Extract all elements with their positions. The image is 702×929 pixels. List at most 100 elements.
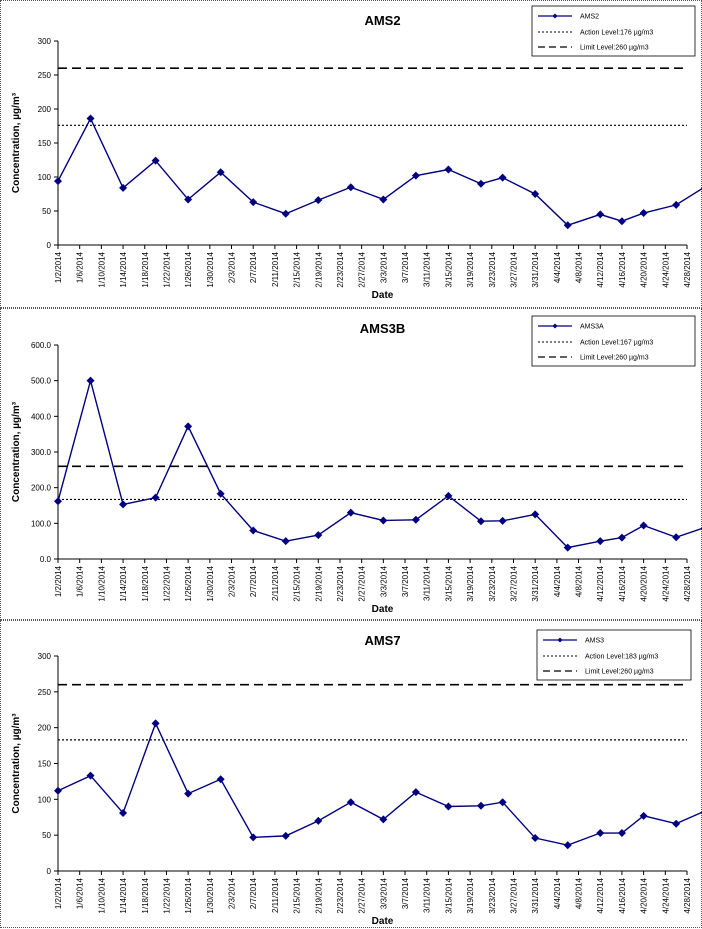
data-point: [498, 798, 507, 807]
x-tick-label: 2/19/2014: [314, 877, 323, 913]
x-tick-label: 4/12/2014: [596, 877, 605, 913]
x-tick-label: 2/23/2014: [336, 565, 345, 601]
data-point: [596, 210, 605, 219]
data-point: [151, 156, 160, 165]
y-tick-label: 150: [38, 760, 52, 769]
data-point: [444, 165, 453, 174]
x-tick-label: 2/27/2014: [358, 251, 367, 287]
x-tick-label: 3/19/2014: [466, 565, 475, 601]
legend: AMS3 Action Level:183 µg/m3 Limit Level:26…: [536, 629, 692, 681]
y-tick-label: 0.0: [40, 555, 52, 564]
x-tick-label: 3/27/2014: [509, 877, 518, 913]
x-tick-label: 4/20/2014: [640, 877, 649, 913]
x-tick-label: 4/8/2014: [575, 565, 584, 597]
x-tick-label: 1/26/2014: [184, 877, 193, 913]
y-tick-label: 400.0: [31, 412, 52, 421]
y-tick-label: 50: [42, 831, 51, 840]
data-point: [346, 798, 355, 807]
data-point: [281, 209, 290, 218]
x-tick-label: 4/24/2014: [661, 251, 670, 287]
x-tick-label: 2/11/2014: [271, 877, 280, 913]
chart-panel-ams7: AMS7 0 50 100 150 200 250 300 1/2/2014 1/6/2014 1/…: [0, 620, 702, 928]
legend-box: [531, 315, 696, 367]
data-point: [86, 114, 95, 123]
x-axis-label: Date: [372, 290, 394, 301]
x-tick-label: 3/23/2014: [488, 565, 497, 601]
x-tick-label: 1/18/2014: [141, 877, 150, 913]
y-tick-label: 200: [38, 724, 52, 733]
x-tick-label: 3/23/2014: [488, 251, 497, 287]
x-tick-label: 4/8/2014: [575, 251, 584, 283]
legend-series-marker: [552, 323, 558, 329]
x-tick-label: 1/10/2014: [97, 877, 106, 913]
x-tick-label: 3/11/2014: [423, 877, 432, 913]
data-point: [151, 719, 160, 728]
x-tick-label: 4/16/2014: [618, 565, 627, 601]
x-tick-label: 1/30/2014: [206, 251, 215, 287]
legend-series-marker: [552, 13, 558, 19]
legend-entry: Limit Level:260 µg/m3: [580, 355, 649, 362]
x-tick-label: 4/28/2014: [683, 251, 692, 287]
y-axis-label: Concentration, µg/m³: [11, 713, 22, 814]
data-point: [54, 177, 62, 186]
x-tick-label: 1/30/2014: [206, 565, 215, 601]
legend-series-marker: [557, 637, 563, 643]
data-point: [86, 376, 95, 385]
x-tick-label: 2/7/2014: [249, 251, 258, 283]
x-tick-label: 1/2/2014: [54, 877, 63, 909]
data-point: [249, 833, 258, 842]
x-tick-label: 3/19/2014: [466, 877, 475, 913]
y-axis-label: Concentration, µg/m³: [11, 92, 22, 193]
x-tick-label: 3/7/2014: [401, 251, 410, 283]
data-point: [617, 533, 626, 542]
x-tick-label: 4/20/2014: [640, 565, 649, 601]
chart-ams3b: AMS3B 0.0 100.0 200.0 300.0 400.0 500.0 600.0 1/…: [11, 315, 702, 615]
data-point: [216, 489, 225, 498]
x-tick-label: 3/19/2014: [466, 251, 475, 287]
y-tick-label: 300: [38, 37, 52, 46]
legend-entry: AMS3A: [580, 324, 604, 331]
legend-entry: Limit Level:260 µg/m3: [585, 669, 654, 676]
x-tick-label: 2/7/2014: [249, 877, 258, 909]
legend-entry: Limit Level:260 µg/m3: [580, 45, 649, 52]
y-tick-label: 200.0: [31, 484, 52, 493]
data-point: [639, 811, 648, 820]
x-tick-label: 4/12/2014: [596, 251, 605, 287]
x-tick-label: 4/20/2014: [640, 251, 649, 287]
x-tick-label: 3/11/2014: [423, 251, 432, 287]
data-point: [379, 516, 388, 525]
x-tick-label: 1/6/2014: [76, 251, 85, 283]
legend-entry: AMS2: [580, 14, 599, 21]
data-point: [346, 508, 355, 517]
data-point: [346, 183, 355, 192]
chart-ams2: AMS2 0 50 100 150 200 250 300 1/2/2014 1/6/2014 1/…: [11, 5, 702, 301]
x-tick-label: 4/4/2014: [553, 251, 562, 283]
x-tick-label: 1/2/2014: [54, 565, 63, 597]
y-tick-label: 100.0: [31, 519, 52, 528]
data-point: [249, 198, 258, 207]
series-line: [57, 721, 702, 846]
x-tick-label: 2/3/2014: [228, 565, 237, 597]
data-point: [596, 537, 605, 546]
x-tick-label: 4/16/2014: [618, 877, 627, 913]
data-point: [216, 168, 225, 177]
series-line: [57, 116, 702, 227]
x-tick-label: 3/3/2014: [379, 565, 388, 597]
y-tick-label: 300.0: [31, 448, 52, 457]
x-tick-label: 2/23/2014: [336, 251, 345, 287]
y-tick-label: 200: [38, 105, 52, 114]
chart-title: AMS2: [364, 13, 400, 28]
x-tick-label: 1/6/2014: [76, 877, 85, 909]
x-tick-label: 3/31/2014: [531, 565, 540, 601]
data-point: [672, 533, 681, 542]
x-tick-label: 2/15/2014: [293, 251, 302, 287]
y-tick-label: 50: [42, 207, 51, 216]
x-tick-label: 4/4/2014: [553, 877, 562, 909]
data-point: [281, 831, 290, 840]
data-point: [54, 786, 62, 795]
x-tick-label: 3/31/2014: [531, 251, 540, 287]
x-tick-label: 2/11/2014: [271, 251, 280, 287]
x-tick-label: 3/15/2014: [444, 251, 453, 287]
x-tick-label: 4/24/2014: [661, 565, 670, 601]
data-point: [444, 491, 453, 500]
